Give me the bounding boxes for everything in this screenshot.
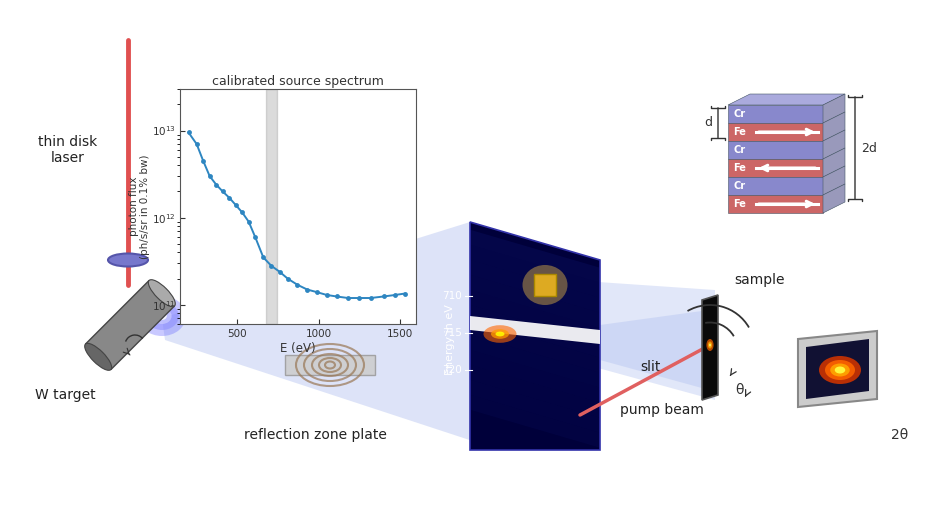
Ellipse shape [831,363,850,377]
Polygon shape [798,331,877,407]
Ellipse shape [825,360,855,380]
Text: diode: diode [613,255,651,269]
Polygon shape [471,365,599,417]
Polygon shape [162,222,500,450]
Ellipse shape [85,343,112,370]
Polygon shape [823,94,845,123]
Y-axis label: photon flux
(ph/s/sr in 0.1% bw): photon flux (ph/s/sr in 0.1% bw) [129,154,150,259]
Polygon shape [823,130,845,159]
Text: reflection zone plate: reflection zone plate [243,428,387,442]
Text: 2θ: 2θ [892,428,908,442]
Polygon shape [471,335,599,388]
Text: θ: θ [735,383,745,397]
Polygon shape [471,230,599,282]
Polygon shape [471,350,599,402]
Polygon shape [85,280,175,370]
Ellipse shape [148,280,176,306]
Text: Cr: Cr [733,109,746,119]
Ellipse shape [707,339,713,351]
Text: Fe: Fe [733,127,746,137]
Text: pump beam: pump beam [620,403,704,417]
Polygon shape [471,275,599,327]
Polygon shape [702,295,718,400]
Polygon shape [598,282,715,400]
Polygon shape [471,380,599,433]
Polygon shape [728,123,823,141]
Ellipse shape [108,254,148,267]
Ellipse shape [709,344,711,347]
Text: Fe: Fe [733,163,746,173]
Text: 720: 720 [442,365,462,375]
Title: calibrated source spectrum: calibrated source spectrum [213,75,384,88]
Ellipse shape [157,312,166,320]
Text: thin disk
laser: thin disk laser [38,135,98,165]
Ellipse shape [496,332,504,336]
Polygon shape [471,245,599,298]
Polygon shape [471,305,599,357]
Bar [265,89,278,324]
Polygon shape [471,395,599,447]
Polygon shape [823,166,845,195]
Text: Energy in eV: Energy in eV [445,304,455,376]
Polygon shape [823,112,845,141]
Text: Cr: Cr [733,181,746,191]
Polygon shape [471,290,599,343]
X-axis label: E (eV): E (eV) [280,342,316,355]
FancyBboxPatch shape [534,274,556,296]
Polygon shape [728,141,823,159]
Polygon shape [728,159,823,177]
Polygon shape [728,195,823,213]
Text: 710: 710 [442,291,462,301]
Ellipse shape [491,329,509,339]
Ellipse shape [138,296,186,336]
Polygon shape [600,310,709,390]
Ellipse shape [523,265,568,305]
Text: slit: slit [640,360,660,374]
Text: 2d: 2d [861,142,877,154]
Polygon shape [806,339,869,399]
Polygon shape [471,320,599,372]
Text: Fe: Fe [733,199,746,209]
Polygon shape [823,184,845,213]
Polygon shape [470,222,600,450]
Ellipse shape [819,356,861,384]
Polygon shape [470,316,600,344]
Polygon shape [471,260,599,312]
Ellipse shape [145,302,179,330]
Text: W target: W target [35,388,95,402]
Polygon shape [728,105,823,123]
Polygon shape [728,94,845,105]
FancyBboxPatch shape [285,355,375,375]
Text: Cr: Cr [733,145,746,155]
Ellipse shape [153,308,172,324]
Polygon shape [728,177,823,195]
Ellipse shape [708,342,712,348]
Text: laser plasma: laser plasma [218,288,307,302]
Text: CCD: CCD [832,368,863,382]
Ellipse shape [834,367,845,373]
Polygon shape [823,148,845,177]
Text: 715: 715 [442,328,462,338]
Text: d: d [704,117,712,130]
Ellipse shape [484,325,516,343]
Text: sample: sample [734,273,785,287]
